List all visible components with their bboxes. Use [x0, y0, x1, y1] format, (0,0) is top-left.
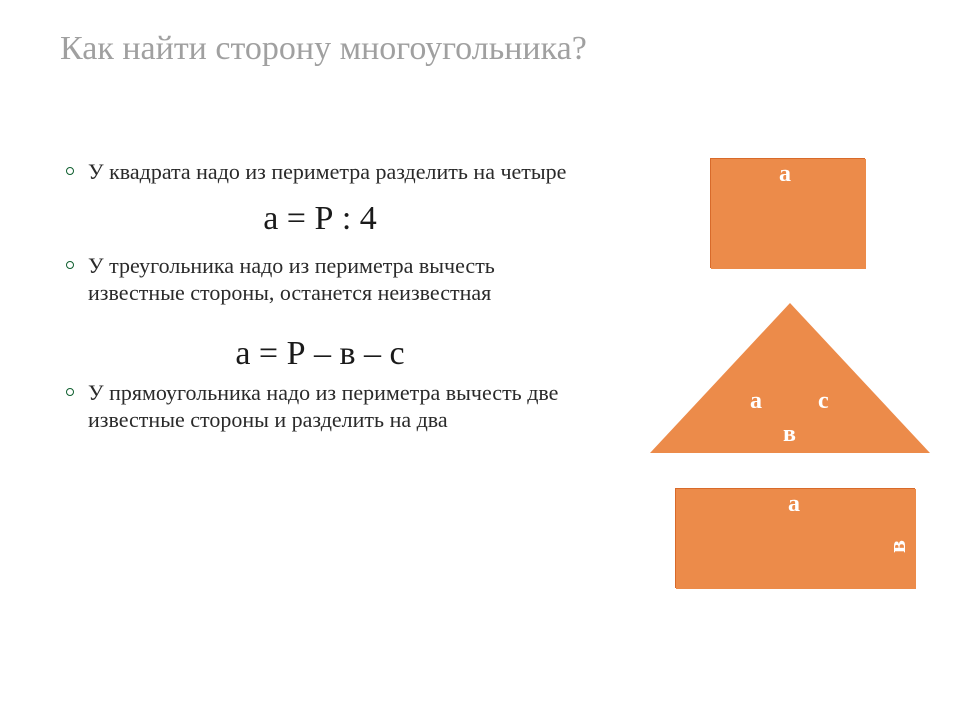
bullet-icon: [66, 388, 74, 396]
bullet-text-3: У прямоугольника надо из периметра вычес…: [88, 379, 580, 434]
bullet-icon: [66, 167, 74, 175]
triangle-label-a: а: [750, 388, 762, 415]
rectangle-label-a: а: [788, 491, 800, 518]
square-label-a: а: [779, 161, 791, 188]
rectangle-label-b: в: [885, 540, 912, 553]
triangle-label-c: с: [818, 388, 829, 415]
list-item: У квадрата надо из периметра разделить н…: [60, 158, 580, 186]
list-item: У треугольника надо из периметра вычесть…: [60, 252, 580, 307]
text-column: У квадрата надо из периметра разделить н…: [60, 158, 580, 442]
formula-triangle: а = Р – в – с: [60, 335, 580, 373]
shapes-column: а а с в а в: [580, 158, 920, 442]
bullet-text-2: У треугольника надо из периметра вычесть…: [88, 252, 580, 307]
square-shape: а: [710, 158, 865, 268]
formula-square: а = Р : 4: [60, 200, 580, 238]
page-title: Как найти сторону многоугольника?: [60, 30, 920, 68]
bullet-icon: [66, 261, 74, 269]
slide: Как найти сторону многоугольника? У квад…: [0, 0, 960, 720]
bullet-text-1: У квадрата надо из периметра разделить н…: [88, 158, 566, 186]
rectangle-shape: а в: [675, 488, 915, 588]
triangle-label-b: в: [783, 421, 796, 448]
list-item: У прямоугольника надо из периметра вычес…: [60, 379, 580, 434]
content-row: У квадрата надо из периметра разделить н…: [60, 158, 920, 442]
triangle-shape: а с в: [650, 303, 930, 453]
